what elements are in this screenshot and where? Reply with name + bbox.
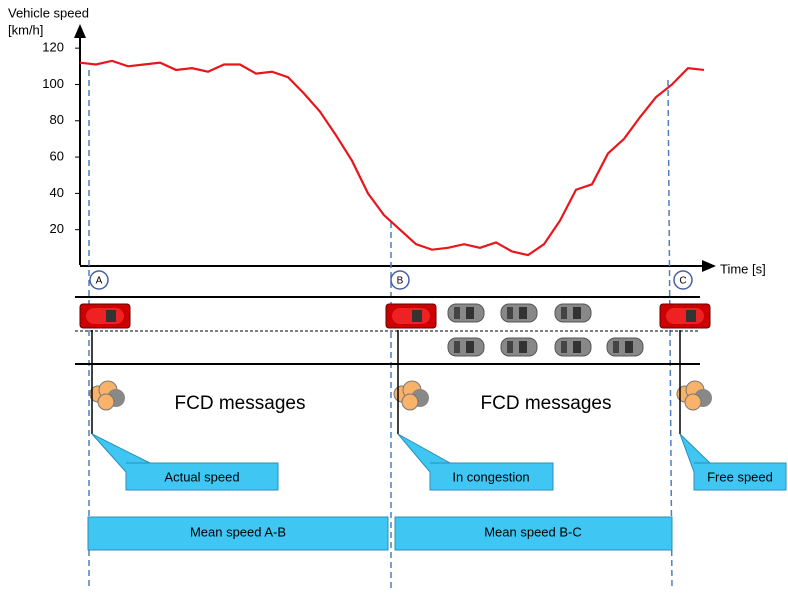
point-marker: A <box>89 270 109 290</box>
callout-label: Free speed <box>707 469 773 484</box>
callout-label: In congestion <box>452 469 529 484</box>
y-tick-label: 100 <box>42 76 64 91</box>
point-marker: B <box>390 270 410 290</box>
car <box>659 303 711 329</box>
car <box>79 303 131 329</box>
y-tick-label: 20 <box>50 221 64 236</box>
cloud <box>89 380 126 411</box>
point-label: C <box>679 276 686 287</box>
point-label: A <box>96 276 103 287</box>
point-marker: C <box>673 270 693 290</box>
car <box>500 303 538 323</box>
car <box>554 303 592 323</box>
segment-label: Mean speed B-C <box>484 524 582 539</box>
x-label: Time [s] <box>720 261 766 276</box>
car <box>606 337 644 357</box>
callout <box>91 433 279 491</box>
car <box>500 337 538 357</box>
y-tick-label: 60 <box>50 149 64 164</box>
message-label: FCD messages <box>481 393 612 414</box>
marker-line <box>667 79 673 590</box>
cloud <box>676 380 713 411</box>
callout <box>679 433 787 491</box>
y-label: [km/h] <box>8 22 43 37</box>
car <box>447 337 485 357</box>
arrows <box>91 330 681 434</box>
y-tick-label: 40 <box>50 185 64 200</box>
cloud <box>393 380 430 411</box>
car <box>385 303 437 329</box>
y-label: Vehicle speed <box>8 5 89 20</box>
point-label: B <box>397 276 404 287</box>
car <box>447 303 485 323</box>
segment <box>87 516 389 551</box>
y-tick-label: 80 <box>50 112 64 127</box>
callout <box>397 433 554 491</box>
arrow <box>702 260 716 272</box>
y-tick-label: 120 <box>42 40 64 55</box>
speed-line <box>79 59 705 257</box>
arrow <box>74 24 86 38</box>
message-label: FCD messages <box>175 393 306 414</box>
segment <box>394 516 673 551</box>
callout-label: Actual speed <box>164 469 239 484</box>
car <box>554 337 592 357</box>
segment-label: Mean speed A-B <box>190 524 286 539</box>
